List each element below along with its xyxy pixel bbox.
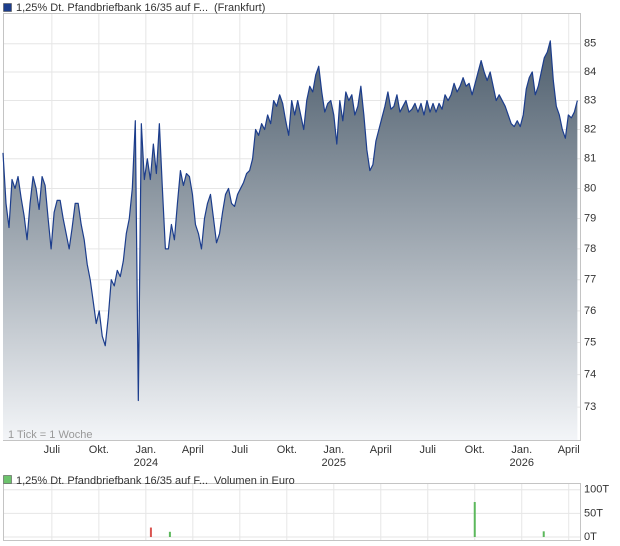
legend-swatch xyxy=(3,475,12,484)
x-tick-year: 2026 xyxy=(509,457,533,469)
y-tick-label: 80 xyxy=(584,182,596,194)
x-tick-label: Okt. xyxy=(465,444,485,456)
x-tick-label: Juli xyxy=(44,444,61,456)
y-tick-label: 79 xyxy=(584,212,596,224)
x-tick-label: Jan. xyxy=(323,444,344,456)
volume-title: 1,25% Dt. Pfandbriefbank 16/35 auf F... xyxy=(16,475,208,487)
y-tick-label: 82 xyxy=(584,123,596,135)
x-tick-label: Okt. xyxy=(89,444,109,456)
y-tick-label: 81 xyxy=(584,153,596,165)
x-tick-label: Jan. xyxy=(135,444,156,456)
y-tick-label: 83 xyxy=(584,94,596,106)
volume-bar xyxy=(149,527,152,537)
chart-title: 1,25% Dt. Pfandbriefbank 16/35 auf F... xyxy=(16,2,208,14)
y-tick-label: 76 xyxy=(584,305,596,317)
y-tick-label: 85 xyxy=(584,38,596,50)
volume-bar xyxy=(542,531,545,537)
price-area xyxy=(3,40,578,440)
x-tick-year: 2024 xyxy=(134,457,158,469)
y-tick-label: 78 xyxy=(584,243,596,255)
y-tick-label: 0T xyxy=(584,531,597,543)
x-tick-label: April xyxy=(370,444,392,456)
x-tick-label: Okt. xyxy=(277,444,297,456)
chart-subtitle: (Frankfurt) xyxy=(214,2,265,14)
x-tick-label: April xyxy=(182,444,204,456)
volume-subtitle: Volumen in Euro xyxy=(214,475,295,487)
y-tick-label: 84 xyxy=(584,66,596,78)
x-tick-year: 2025 xyxy=(322,457,346,469)
x-tick-label: Juli xyxy=(232,444,249,456)
y-tick-label: 73 xyxy=(584,401,596,413)
y-tick-label: 74 xyxy=(584,368,596,380)
volume-plot-frame xyxy=(3,483,581,541)
annotation: 1 Tick = 1 Woche xyxy=(8,429,92,441)
y-tick-label: 75 xyxy=(584,336,596,348)
x-tick-label: Jan. xyxy=(511,444,532,456)
legend-swatch xyxy=(3,3,12,12)
y-tick-label: 77 xyxy=(584,274,596,286)
volume-bar xyxy=(168,531,171,537)
price-line xyxy=(2,40,578,402)
y-tick-label: 50T xyxy=(584,507,603,519)
x-tick-label: April xyxy=(558,444,580,456)
x-tick-label: Juli xyxy=(420,444,437,456)
y-tick-label: 100T xyxy=(584,484,609,496)
volume-bar xyxy=(473,502,476,537)
